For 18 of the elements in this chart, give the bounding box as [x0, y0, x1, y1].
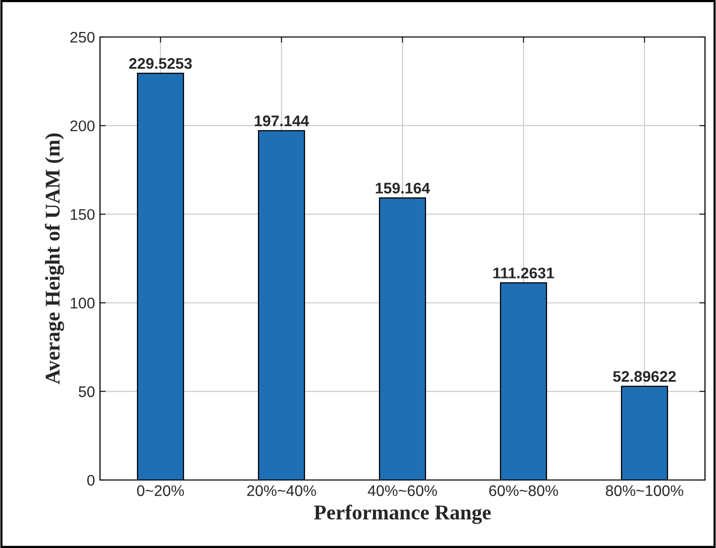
- x-axis-title: Performance Range: [314, 504, 491, 524]
- x-tick-label: 20%~40%: [247, 485, 316, 496]
- y-axis-title: Average Height of UAM (m): [44, 133, 64, 384]
- y-tick-label: 150: [70, 209, 95, 220]
- y-tick-label: 250: [70, 32, 95, 43]
- data-label: 52.89622: [613, 371, 676, 382]
- x-tick-label: 60%~80%: [489, 485, 558, 496]
- data-label: 111.2631: [493, 268, 554, 278]
- y-tick-label: 0: [87, 474, 95, 486]
- x-tick-label: 80%~100%: [606, 485, 684, 496]
- y-tick-label: 50: [78, 386, 95, 398]
- x-tick-label: 40%~60%: [368, 485, 437, 496]
- y-tick-label: 200: [70, 120, 95, 132]
- data-label: 197.144: [254, 115, 310, 126]
- data-label: 159.164: [376, 182, 430, 194]
- data-label: 229.5253: [129, 58, 192, 69]
- y-tick-label: 100: [70, 298, 95, 308]
- x-tick-label: 0~20%: [137, 485, 184, 496]
